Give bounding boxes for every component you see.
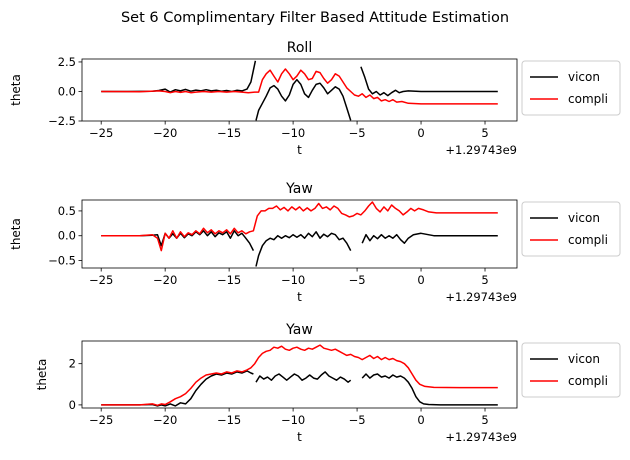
subplot-title: Roll	[287, 40, 312, 56]
plot-area	[101, 60, 498, 121]
series-line-vicon	[255, 78, 352, 121]
y-tick-label: −0.5	[48, 254, 76, 268]
x-tick-label: −15	[217, 273, 241, 287]
plot-area	[101, 344, 498, 407]
x-tick-label: −5	[349, 273, 366, 287]
axes-frame	[81, 340, 518, 409]
series-line-vicon	[255, 371, 352, 383]
series-line-compli	[101, 68, 498, 105]
y-tick-label: 2	[69, 357, 76, 371]
x-offset-text: +1.29743e9	[445, 290, 517, 304]
legend: vicon compli	[521, 60, 621, 116]
x-tick-label: −10	[281, 413, 305, 427]
legend-frame	[521, 342, 621, 398]
legend: vicon compli	[521, 342, 621, 398]
x-tick-label: −20	[153, 273, 177, 287]
series-line-vicon	[101, 60, 257, 93]
series-line-vicon	[255, 231, 352, 267]
x-tick-label: −15	[217, 126, 241, 140]
legend-label-vicon: vicon	[568, 211, 600, 225]
series-line-compli	[101, 201, 498, 252]
x-axis-label: t	[297, 143, 302, 157]
x-tick-label: 5	[481, 413, 488, 427]
series-line-vicon	[361, 373, 498, 406]
legend: vicon compli	[521, 201, 621, 257]
figure-suptitle: Set 6 Complimentary Filter Based Attitud…	[121, 10, 509, 26]
x-tick-label: −25	[89, 273, 113, 287]
y-tick-label: 0.0	[58, 84, 76, 98]
x-tick-label: 5	[481, 273, 488, 287]
x-offset-text: +1.29743e9	[445, 430, 517, 444]
x-tick-label: −25	[89, 413, 113, 427]
legend-frame	[521, 201, 621, 257]
axes-frame	[81, 199, 518, 269]
x-tick-label: −5	[349, 413, 366, 427]
subplot-title: Yaw	[285, 322, 313, 338]
x-tick-label: 0	[417, 273, 424, 287]
y-tick-label: 2.5	[58, 55, 76, 69]
x-tick-label: −25	[89, 126, 113, 140]
subplot-2: Yaw −25 −20 −15 −10 −5 0 5 −0.5 0.0 0.5 t theta +1.29…	[9, 181, 621, 304]
x-tick-label: 0	[417, 126, 424, 140]
legend-label-vicon: vicon	[568, 352, 600, 366]
series-line-vicon	[360, 66, 498, 97]
x-tick-label: −10	[281, 273, 305, 287]
y-tick-label: 0.5	[58, 204, 76, 218]
x-tick-label: −10	[281, 126, 305, 140]
plot-area	[101, 201, 498, 267]
y-tick-label: −2.5	[48, 114, 76, 128]
x-tick-label: 5	[481, 126, 488, 140]
y-tick-label: 0	[69, 398, 76, 412]
y-axis-label: theta	[9, 74, 23, 106]
y-axis-label: theta	[9, 218, 23, 250]
y-axis-label: theta	[35, 359, 49, 391]
legend-label-vicon: vicon	[568, 70, 600, 84]
y-tick-label: 0.0	[58, 229, 76, 243]
x-offset-text: +1.29743e9	[445, 143, 517, 157]
series-line-vicon	[101, 370, 254, 407]
subplot-3: Yaw −25 −20 −15 −10 −5 0 5 0 2 t theta +1.29743e9 vic…	[35, 322, 621, 444]
x-tick-label: 0	[417, 413, 424, 427]
legend-label-compli: compli	[568, 233, 608, 247]
x-tick-label: −5	[349, 126, 366, 140]
series-line-vicon	[361, 232, 498, 244]
legend-label-compli: compli	[568, 374, 608, 388]
x-tick-label: −20	[153, 413, 177, 427]
x-tick-label: −20	[153, 126, 177, 140]
x-axis-label: t	[297, 430, 302, 444]
axes-frame	[81, 58, 518, 122]
subplot-1: Roll −25 −20 −15 −10 −5 0 5 −2.5 0.0 2.5 t theta +1.2…	[9, 40, 621, 157]
subplot-title: Yaw	[285, 181, 313, 197]
series-line-compli	[101, 344, 498, 407]
legend-frame	[521, 60, 621, 116]
legend-label-compli: compli	[568, 92, 608, 106]
x-axis-label: t	[297, 290, 302, 304]
x-tick-label: −15	[217, 413, 241, 427]
